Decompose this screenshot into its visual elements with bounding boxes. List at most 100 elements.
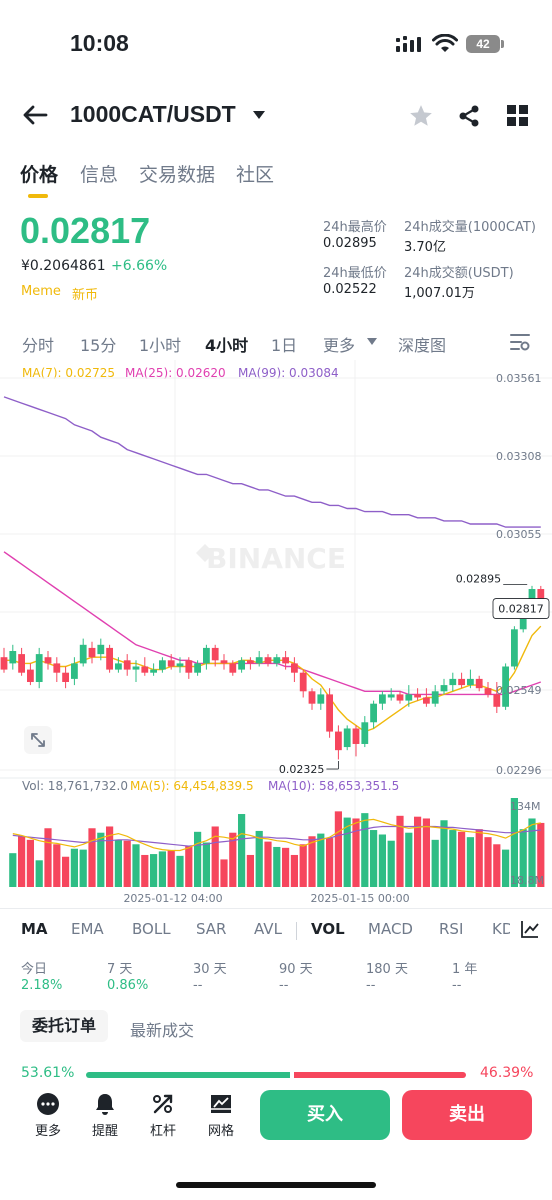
volume-bar xyxy=(282,847,290,887)
volume-bar xyxy=(519,829,527,887)
interval-15m[interactable]: 15分 xyxy=(80,336,117,355)
candle-body xyxy=(97,644,105,655)
ma7-legend: MA(7): 0.02725 xyxy=(22,366,116,380)
back-arrow-icon[interactable] xyxy=(22,104,48,126)
tab-trading-data[interactable]: 交易数据 xyxy=(139,164,216,186)
tab-info[interactable]: 信息 xyxy=(80,164,119,186)
nav-more-label: 更多 xyxy=(34,1124,61,1139)
nav-grid[interactable]: 网格 xyxy=(196,1092,246,1139)
volume-bar xyxy=(255,830,263,887)
candle-body xyxy=(326,694,333,732)
sell-button[interactable]: 卖出 xyxy=(402,1090,532,1140)
candle-body xyxy=(150,669,157,673)
watermark: BINANCE xyxy=(206,542,346,575)
volume-bar xyxy=(466,837,474,887)
share-icon[interactable] xyxy=(457,104,481,128)
indicator-avl[interactable]: AVL xyxy=(254,920,282,938)
volume-bar xyxy=(97,832,105,887)
candle-body xyxy=(317,694,325,704)
candle-body xyxy=(273,657,281,664)
interval-depth[interactable]: 深度图 xyxy=(398,336,447,355)
price-chart[interactable]: BINANCE 0.03561 0.03308 0.03055 0.02549 0.02… xyxy=(0,360,552,910)
volume-bar xyxy=(176,855,184,887)
volume-bar xyxy=(141,854,149,887)
volume-bar xyxy=(326,838,334,887)
candle-body xyxy=(238,660,245,670)
tab-price[interactable]: 价格 xyxy=(20,164,59,186)
ma99-legend: MA(99): 0.03084 xyxy=(238,366,339,380)
interval-1h[interactable]: 1小时 xyxy=(139,336,182,355)
volume-bar xyxy=(62,856,70,887)
ma25-line xyxy=(3,551,542,696)
volume-bar xyxy=(449,830,457,887)
nav-more[interactable]: 更多 xyxy=(23,1092,73,1139)
volume-bar xyxy=(79,849,87,887)
volume-bar xyxy=(9,853,17,887)
change-percent: +6.66% xyxy=(111,258,168,274)
volume-bar xyxy=(537,822,545,887)
indicator-kd[interactable]: KD xyxy=(492,920,510,938)
candle-body xyxy=(396,694,404,701)
volume-bar xyxy=(317,833,325,887)
volume-bar xyxy=(150,854,158,887)
volume-bar xyxy=(370,830,378,887)
candle-body xyxy=(27,669,34,682)
volume-bar xyxy=(44,828,52,887)
indicator-sar[interactable]: SAR xyxy=(196,920,227,938)
volume-bar xyxy=(396,815,404,887)
candle-body xyxy=(467,678,474,686)
interval-1d[interactable]: 1日 xyxy=(271,336,298,355)
candle-body xyxy=(62,672,69,682)
indicator-settings-icon[interactable] xyxy=(521,920,539,938)
candle-body xyxy=(308,691,316,704)
stat-low-value: 0.02522 xyxy=(323,282,377,297)
layout-grid-icon[interactable] xyxy=(507,105,529,127)
indicator-macd[interactable]: MACD xyxy=(368,920,413,938)
candle-body xyxy=(247,660,254,664)
candle-body xyxy=(106,647,113,670)
indicator-rsi[interactable]: RSI xyxy=(439,920,464,938)
tag-meme[interactable]: Meme xyxy=(21,284,61,299)
pair-title[interactable]: 1000CAT/USDT xyxy=(70,101,236,127)
volume-bar xyxy=(343,817,351,887)
candle-body xyxy=(211,647,219,661)
candle-body xyxy=(361,722,369,744)
price-axis-tick: 0.03055 xyxy=(496,528,542,541)
candle-body xyxy=(423,697,430,704)
price-axis-tick: 0.02296 xyxy=(496,764,542,777)
fullscreen-button[interactable] xyxy=(24,726,52,754)
nav-alert[interactable]: 提醒 xyxy=(80,1092,130,1139)
interval-more[interactable]: 更多 xyxy=(323,336,356,355)
tab-latest-trades[interactable]: 最新成交 xyxy=(130,1021,195,1040)
candle-body xyxy=(229,663,237,673)
indicator-ma[interactable]: MA xyxy=(21,920,48,938)
interval-time[interactable]: 分时 xyxy=(22,336,55,355)
tab-underline xyxy=(28,194,48,198)
candle-body xyxy=(18,654,25,673)
candle-body xyxy=(220,660,228,664)
candle-body xyxy=(176,663,184,667)
chart-settings-icon[interactable] xyxy=(510,333,530,351)
indicator-vol[interactable]: VOL xyxy=(311,920,345,938)
candle-body xyxy=(141,666,149,673)
buy-ratio: 53.61% xyxy=(21,1065,75,1081)
tab-community[interactable]: 社区 xyxy=(236,164,275,186)
grid-bot-icon xyxy=(211,1095,231,1113)
volume-bar xyxy=(18,836,26,887)
vol-ma10-legend: MA(10): 58,653,351.5 xyxy=(268,779,400,793)
favorite-star-icon[interactable] xyxy=(408,103,434,129)
tab-order-book[interactable]: 委托订单 xyxy=(20,1010,108,1042)
nav-leverage-label: 杠杆 xyxy=(149,1124,176,1139)
pair-dropdown-caret-icon[interactable] xyxy=(252,110,266,120)
buy-button[interactable]: 买入 xyxy=(260,1090,390,1140)
candle-body xyxy=(9,651,17,664)
vol-ma10-line xyxy=(12,825,541,847)
indicator-boll[interactable]: BOLL xyxy=(132,920,171,938)
tag-new-coin[interactable]: 新币 xyxy=(72,288,99,303)
interval-4h[interactable]: 4小时 xyxy=(205,336,249,355)
stat-volume-label: 24h成交量(1000CAT) xyxy=(404,220,536,235)
indicator-ema[interactable]: EMA xyxy=(71,920,104,938)
nav-leverage[interactable]: 杠杆 xyxy=(138,1092,188,1139)
interval-more-caret-icon[interactable] xyxy=(367,338,377,345)
candle-body xyxy=(370,703,377,723)
